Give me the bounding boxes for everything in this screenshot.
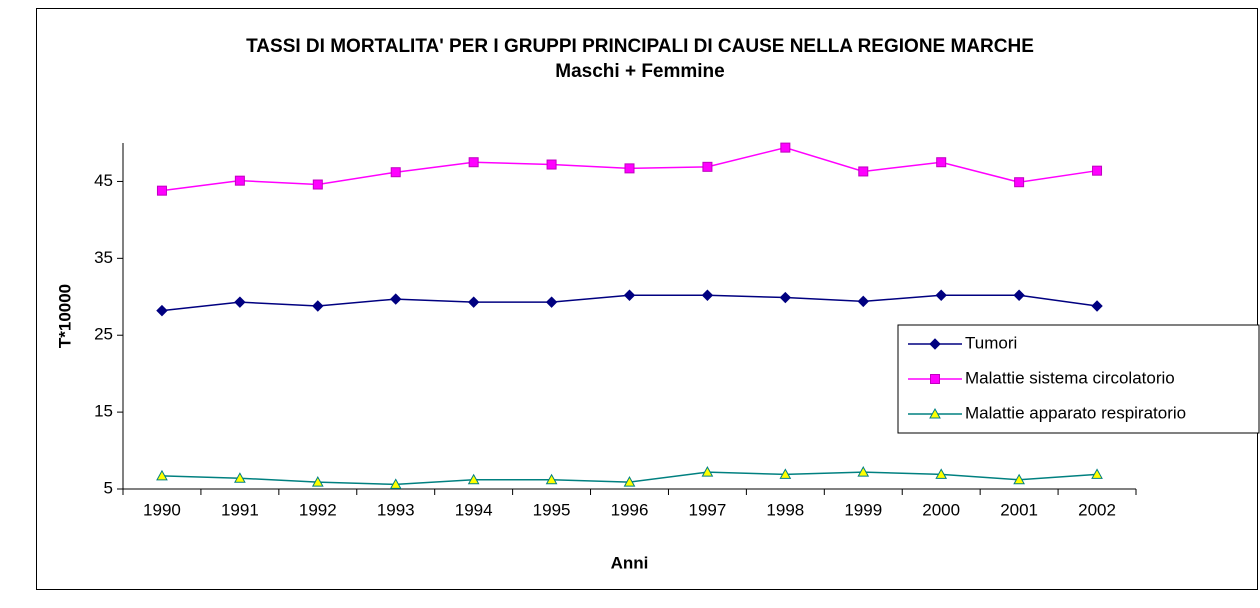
marker (1092, 165, 1103, 176)
marker (929, 338, 941, 350)
marker (935, 468, 948, 479)
x-axis-label: Anni (611, 553, 649, 572)
x-tick-label: 1999 (844, 500, 882, 519)
y-tick-label: 15 (94, 402, 113, 421)
x-tick-label: 1997 (689, 500, 727, 519)
marker (857, 466, 870, 477)
y-axis-label: T*10000 (55, 284, 74, 348)
marker (779, 468, 792, 479)
y-tick-label: 25 (94, 325, 113, 344)
x-tick-label: 2002 (1078, 500, 1116, 519)
marker (1014, 177, 1025, 188)
marker (935, 289, 947, 301)
marker (1091, 300, 1103, 312)
marker (546, 159, 557, 170)
x-tick-label: 1990 (143, 500, 181, 519)
marker (623, 476, 636, 487)
marker (545, 296, 558, 308)
chart-frame (36, 8, 1258, 590)
marker (545, 473, 558, 485)
marker (1091, 468, 1103, 479)
marker (390, 167, 401, 178)
marker (468, 157, 479, 168)
marker (702, 161, 713, 172)
marker (156, 469, 168, 481)
legend-label: Malattie apparato respiratorio (965, 403, 1186, 422)
y-tick-label: 45 (94, 171, 113, 190)
marker (857, 295, 869, 308)
x-tick-label: 2000 (922, 500, 960, 519)
marker (929, 407, 941, 419)
marker (389, 478, 402, 489)
x-tick-label: 2001 (1000, 500, 1038, 519)
marker (858, 166, 869, 177)
marker (1013, 473, 1025, 485)
marker (156, 304, 168, 317)
y-tick-label: 5 (104, 478, 113, 497)
x-tick-label: 1991 (221, 500, 259, 519)
marker (701, 466, 714, 477)
chart-title: TASSI DI MORTALITA' PER I GRUPPI PRINCIP… (246, 36, 1034, 57)
marker (467, 296, 480, 308)
marker (390, 293, 402, 305)
marker (930, 374, 940, 384)
x-tick-label: 1994 (455, 500, 493, 519)
marker (701, 289, 714, 301)
marker (936, 157, 947, 168)
marker (1013, 289, 1025, 301)
titles: TASSI DI MORTALITA' PER I GRUPPI PRINCIP… (150, 34, 1130, 84)
x-tick-label: 1996 (611, 500, 649, 519)
marker (312, 300, 324, 312)
marker (234, 472, 246, 483)
marker (311, 476, 324, 487)
marker (623, 289, 636, 301)
x-tick-label: 1998 (766, 500, 804, 519)
marker (779, 291, 792, 304)
x-tick-label: 1992 (299, 500, 337, 519)
marker (467, 473, 480, 485)
marker (234, 175, 245, 186)
marker (780, 142, 791, 153)
chart-subtitle: Maschi + Femmine (555, 61, 725, 82)
legend-label: Malattie sistema circolatorio (965, 368, 1175, 387)
x-tick-label: 1995 (533, 500, 571, 519)
legend-label: Tumori (965, 333, 1017, 352)
marker (156, 185, 167, 196)
marker (624, 163, 635, 174)
marker (234, 296, 246, 308)
y-tick-label: 35 (94, 248, 113, 267)
marker (312, 179, 323, 190)
x-tick-label: 1993 (377, 500, 415, 519)
